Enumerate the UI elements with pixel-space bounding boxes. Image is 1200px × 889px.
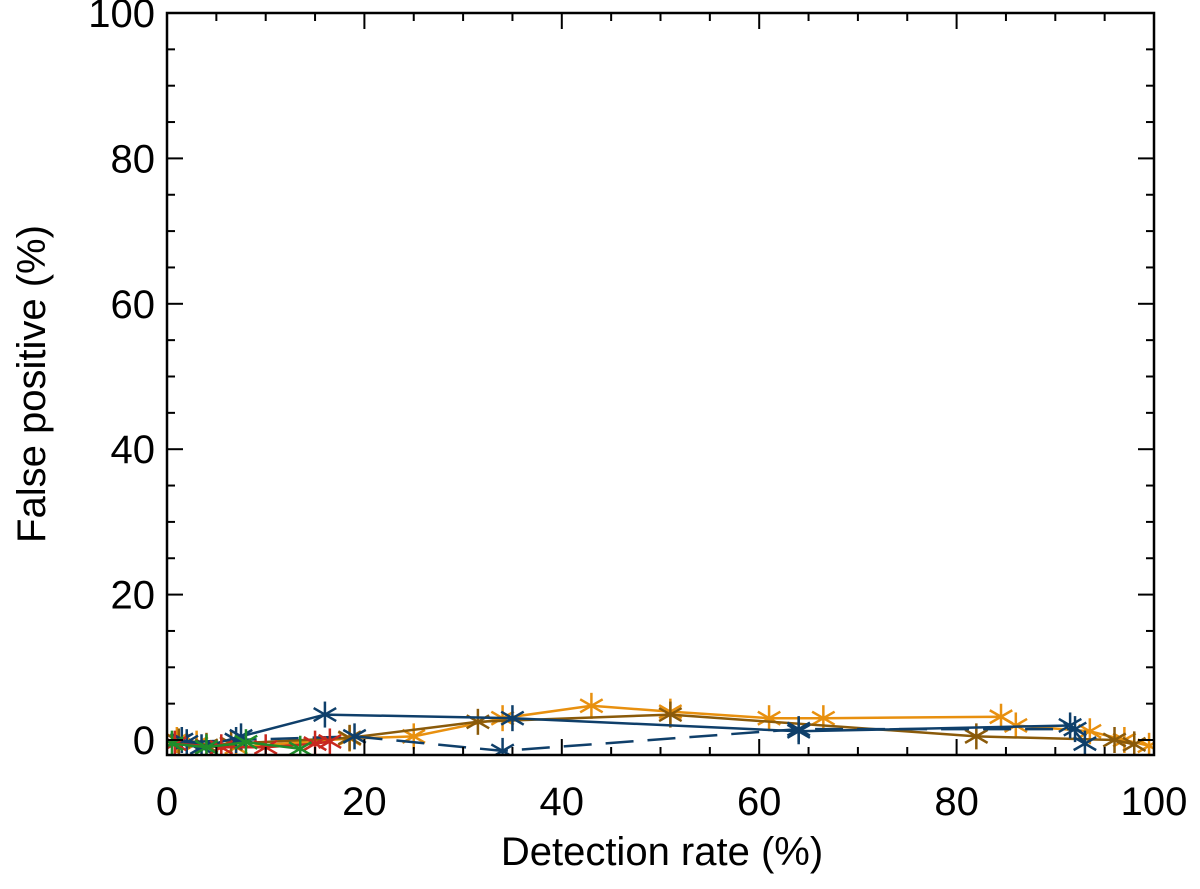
data-point-marker <box>1063 716 1087 743</box>
marker-stroke <box>492 743 515 755</box>
x-tick-label: 100 <box>1121 780 1188 824</box>
tick-layer <box>166 12 1155 755</box>
x-tick-label: 40 <box>540 780 585 824</box>
marker-stroke <box>786 721 811 737</box>
x-axis-title: Detection rate (%) <box>501 830 823 874</box>
marker-stroke <box>658 706 683 723</box>
marker-stroke <box>811 710 836 726</box>
series-line <box>171 740 301 750</box>
data-point-marker <box>288 735 313 755</box>
data-point-marker <box>194 734 219 755</box>
marker-stroke <box>194 739 219 755</box>
y-tick-label: 80 <box>111 137 156 181</box>
data-point-marker <box>313 701 337 728</box>
data-point-marker <box>658 701 683 728</box>
data-point-marker <box>579 692 604 719</box>
marker-stroke <box>579 698 604 714</box>
marker-stroke <box>757 710 781 726</box>
marker-stroke <box>288 741 313 755</box>
marker-stroke <box>1102 732 1127 748</box>
marker-stroke <box>317 733 342 750</box>
marker-stroke <box>964 728 989 744</box>
data-point-marker <box>317 728 342 755</box>
x-tick-label: 0 <box>156 780 178 824</box>
x-tick-labels: 0 20 40 60 80 100 <box>156 780 1188 824</box>
marker-stroke <box>989 709 1013 725</box>
marker-stroke <box>234 734 258 750</box>
marker-stroke <box>1073 736 1097 752</box>
marker-stroke <box>313 706 337 723</box>
marker-stroke <box>1077 723 1102 739</box>
y-tick-label: 20 <box>111 574 156 618</box>
x-tick-label: 80 <box>934 780 979 824</box>
data-point-marker <box>811 705 836 732</box>
y-tick-label: 100 <box>88 0 155 36</box>
series-layer <box>167 692 1154 755</box>
y-tick-label: 40 <box>111 428 156 472</box>
y-tick-label: 60 <box>111 283 156 327</box>
data-point-marker <box>1102 727 1127 753</box>
y-tick-labels: 0 20 40 60 80 100 <box>88 0 155 763</box>
data-point-marker <box>342 723 367 750</box>
data-point-marker <box>490 737 515 755</box>
marker-stroke <box>342 728 367 744</box>
data-point-marker <box>234 729 258 755</box>
marker-stroke <box>303 736 327 752</box>
marker-stroke <box>500 710 525 726</box>
y-tick-label: 0 <box>133 719 155 763</box>
marker-stroke <box>1137 741 1154 754</box>
x-tick-label: 60 <box>737 780 782 824</box>
data-point-marker <box>786 716 811 743</box>
y-axis-title: False positive (%) <box>10 225 54 543</box>
marker-stroke <box>1063 721 1087 737</box>
data-point-marker <box>500 705 525 732</box>
series-series-green <box>167 729 313 755</box>
x-tick-label: 20 <box>342 780 387 824</box>
